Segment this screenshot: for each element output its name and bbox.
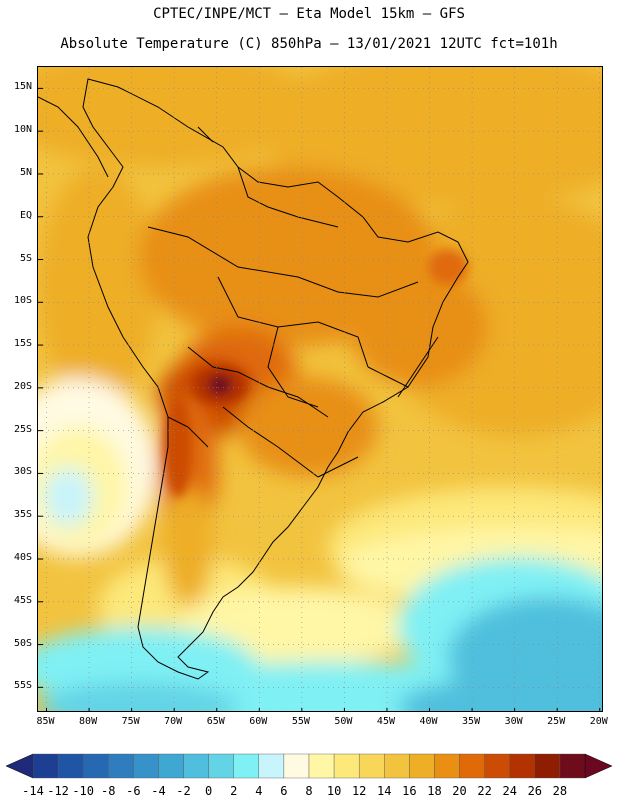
- lon-label: 55W: [291, 716, 310, 727]
- colorbar-tick-label: 20: [452, 784, 467, 798]
- lat-label: 35S: [13, 509, 32, 521]
- map-panel: [37, 66, 603, 712]
- lat-label: 5N: [19, 166, 32, 178]
- lon-label: 70W: [164, 716, 183, 727]
- colorbar-swatch: [208, 753, 234, 779]
- colorbar: [5, 753, 613, 779]
- lon-label: 35W: [462, 716, 481, 727]
- colorbar-swatch: [333, 753, 360, 779]
- lon-label: 40W: [419, 716, 438, 727]
- lat-label: 10S: [13, 295, 32, 307]
- colorbar-swatch: [57, 753, 84, 779]
- colorbar-swatch: [133, 753, 159, 779]
- lon-label: 30W: [504, 716, 523, 727]
- colorbar-swatch: [434, 753, 460, 779]
- colorbar-swatch: [32, 753, 59, 779]
- colorbar-tick-label: 26: [527, 784, 543, 798]
- temperature-field: [38, 67, 602, 711]
- colorbar-tick-label: 0: [205, 784, 213, 798]
- colorbar-swatch: [82, 753, 109, 779]
- colorbar-swatch: [384, 753, 410, 779]
- lat-label: 5S: [19, 252, 32, 264]
- temperature-map: [38, 67, 602, 711]
- lon-label: 85W: [36, 716, 55, 727]
- colorbar-tick-label: -14: [22, 784, 44, 798]
- colorbar-tick-label: 16: [402, 784, 417, 798]
- lat-label: 45S: [13, 594, 32, 606]
- chart-title-line-1: CPTEC/INPE/MCT – Eta Model 15km – GFS: [153, 6, 465, 22]
- colorbar-tick-label: 2: [230, 784, 238, 798]
- colorbar-tick-label: 28: [552, 784, 568, 798]
- colorbar-tick-label: -4: [151, 784, 166, 798]
- colorbar-tick-label: -6: [126, 784, 141, 798]
- colorbar-tick-label: -2: [176, 784, 191, 798]
- colorbar-min-arrow: [5, 753, 34, 779]
- colorbar-swatch: [258, 753, 285, 779]
- colorbar-max-arrow: [584, 753, 613, 779]
- lat-label: 40S: [13, 551, 32, 563]
- colorbar-swatch: [233, 753, 260, 779]
- lat-label: 20S: [13, 380, 32, 392]
- colorbar-tick-label: 24: [502, 784, 517, 798]
- colorbar-swatch: [308, 753, 335, 779]
- colorbar-swatch: [534, 753, 561, 779]
- colorbar-tick-label: 14: [377, 784, 392, 798]
- graticule: [38, 67, 602, 711]
- lon-label: 65W: [206, 716, 225, 727]
- colorbar-swatch: [158, 753, 184, 779]
- lon-label: 60W: [249, 716, 268, 727]
- lat-label: 30S: [13, 466, 32, 478]
- colorbar-tick-label: 22: [477, 784, 492, 798]
- colorbar-swatch: [459, 753, 485, 779]
- lon-label: 25W: [547, 716, 566, 727]
- lat-label: 50S: [13, 637, 32, 649]
- lon-label: 20W: [589, 716, 608, 727]
- lon-label: 50W: [334, 716, 353, 727]
- colorbar-tick-label: 18: [427, 784, 442, 798]
- colorbar-tick-label: 8: [305, 784, 313, 798]
- lon-label: 75W: [121, 716, 140, 727]
- colorbar-swatch: [559, 753, 586, 779]
- colorbar-swatch: [283, 753, 310, 779]
- colorbar-tick-label: 6: [280, 784, 288, 798]
- lat-label: 55S: [13, 680, 32, 692]
- chart-title-line-2: Absolute Temperature (C) 850hPa – 13/01/…: [60, 36, 558, 52]
- lat-label: 15N: [13, 81, 32, 93]
- lat-label: 15S: [13, 338, 32, 350]
- colorbar-swatch: [484, 753, 510, 779]
- colorbar-tick-label: -12: [47, 784, 69, 798]
- colorbar-swatch: [509, 753, 536, 779]
- lon-label: 80W: [79, 716, 98, 727]
- lat-label: 25S: [13, 423, 32, 435]
- colorbar-swatch: [108, 753, 134, 779]
- colorbar-tick-label: -10: [72, 784, 95, 798]
- colorbar-tick-label: 4: [255, 784, 263, 798]
- lat-label: EQ: [19, 209, 32, 221]
- colorbar-tick-label: 10: [326, 784, 342, 798]
- coastline-layer: [38, 78, 469, 680]
- colorbar-swatch: [358, 753, 385, 779]
- lat-label: 10N: [13, 124, 32, 136]
- colorbar-swatch: [409, 753, 435, 779]
- colorbar-swatch: [183, 753, 209, 779]
- colorbar-tick-label: -8: [101, 784, 116, 798]
- colorbar-tick-label: 12: [351, 784, 367, 798]
- lon-label: 45W: [376, 716, 395, 727]
